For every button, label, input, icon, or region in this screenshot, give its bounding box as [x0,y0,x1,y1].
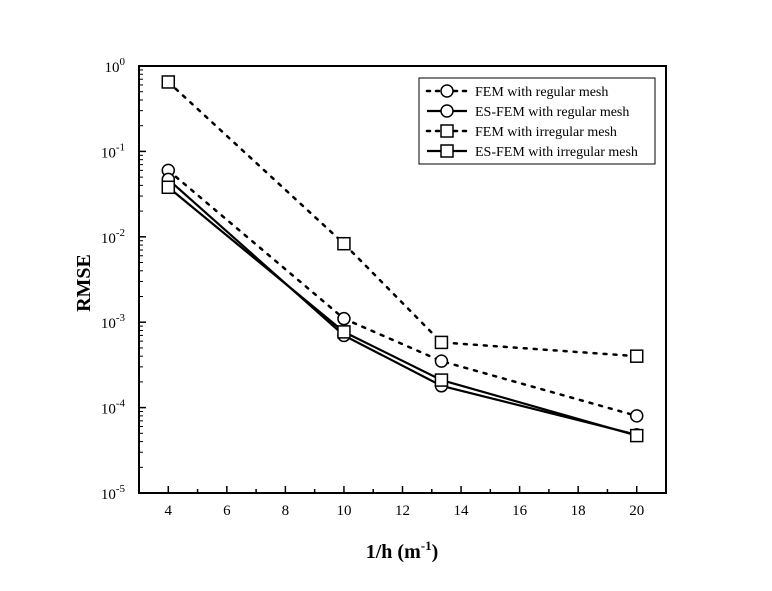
x-tick-label: 14 [454,503,470,519]
x-tick-label: 18 [571,503,586,519]
y-tick-base: 10 [101,231,116,247]
x-axis-title-main: 1/h (m [366,541,421,563]
series-line [167,169,638,418]
legend-marker [440,124,454,138]
x-tick-label: 4 [165,503,173,519]
data-point [337,311,351,326]
x-axis-title-end: ) [432,541,439,563]
data-point [629,349,644,363]
legend-marker [440,104,454,118]
y-tick-label: 10-1 [101,141,125,161]
data-point [337,236,351,251]
y-tick-base: 10 [101,487,116,503]
legend-box [418,77,656,165]
y-tick-label: 10-2 [101,227,125,247]
x-axis-title-sup: -1 [421,538,432,553]
data-point [434,354,449,368]
y-tick-exponent: -2 [116,227,125,239]
x-axis-title: 1/h (m-1) [366,538,439,563]
series-layer [161,75,644,443]
y-tick-exponent: 0 [120,56,126,68]
x-tick-label: 6 [223,503,231,519]
y-tick-exponent: -4 [116,398,126,410]
data-point [434,373,449,387]
legend-label: ES-FEM with regular mesh [475,105,629,120]
y-tick-exponent: -3 [116,312,126,324]
legend-marker [440,84,454,98]
data-point [337,325,351,339]
y-tick-label: 10-3 [101,312,126,332]
legend-label: FEM with regular mesh [475,85,608,100]
data-point [161,75,176,89]
y-tick-exponent: -5 [116,483,126,495]
y-tick-label: 10-5 [101,483,126,503]
y-tick-exponent: -1 [116,141,125,153]
data-point [161,180,176,195]
x-tick-label: 8 [282,503,290,519]
data-point [629,428,644,443]
x-tick-label: 10 [336,503,351,519]
x-tick-label: 20 [629,503,644,519]
y-tick-label: 100 [105,56,126,76]
legend-label: FEM with irregular mesh [475,125,617,140]
legend-marker [440,144,454,158]
series-line [167,80,638,358]
legend-label: ES-FEM with irregular mesh [475,145,638,160]
x-tick-label: 12 [395,503,410,519]
y-tick-base: 10 [101,316,116,332]
y-tick-base: 10 [101,145,116,161]
y-axis-title: RMSE [73,254,95,312]
y-tick-base: 10 [101,402,116,418]
legend: FEM with regular mesh ES-FEM with regular… [418,77,656,165]
data-point [629,409,644,423]
data-point [434,335,449,350]
series-line [167,178,637,436]
series-line [167,186,638,437]
y-tick-base: 10 [105,60,120,76]
x-tick-label: 16 [512,503,528,519]
y-tick-label: 10-4 [101,398,126,418]
